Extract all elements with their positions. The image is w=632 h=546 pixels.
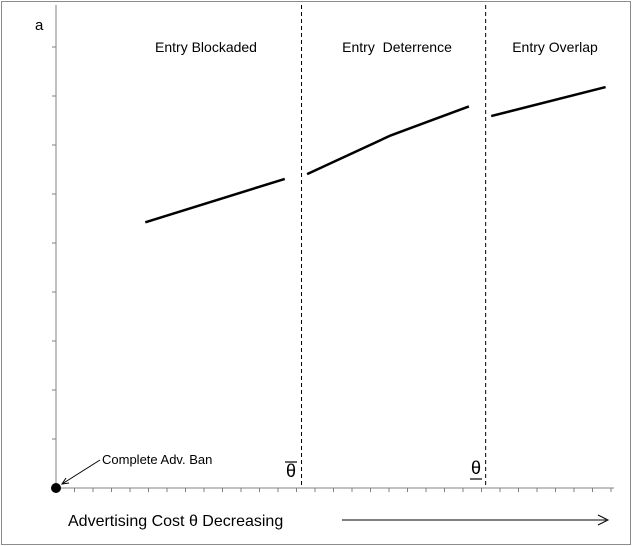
annotation-arrow (61, 459, 101, 485)
annotation-complete-adv-ban: Complete Adv. Ban (102, 452, 212, 467)
y-axis-label: a (35, 17, 44, 34)
threshold-label-underline-theta: θ (471, 458, 481, 478)
series-lines (144, 85, 606, 224)
x-axis-ticks (74, 488, 612, 492)
region-label-entry-blockaded: Entry Blockaded (155, 39, 257, 55)
series-line-1 (144, 177, 286, 224)
annotation-arrowhead (60, 477, 70, 485)
plot-area: Entry Blockaded Entry Deterrence Entry O… (51, 5, 614, 493)
x-axis-label: Advertising Cost θ Decreasing (68, 513, 283, 530)
region-label-entry-overlap: Entry Overlap (512, 39, 598, 55)
origin-point (51, 483, 61, 493)
y-axis-ticks (52, 46, 56, 440)
region-label-entry-deterrence: Entry Deterrence (342, 39, 452, 55)
series-line-2 (306, 105, 470, 176)
threshold-label-overline-theta: θ (286, 461, 296, 481)
series-line-3 (490, 85, 606, 118)
x-axis-direction-arrowhead (597, 514, 610, 526)
